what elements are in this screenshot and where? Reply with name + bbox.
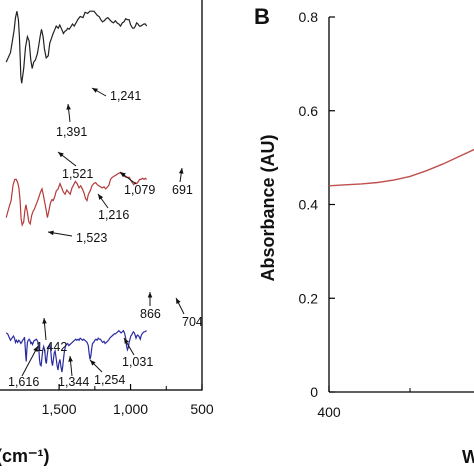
peak-annotation: 1,079 bbox=[124, 183, 155, 197]
annotation-arrowhead bbox=[147, 292, 153, 298]
annotation-arrowhead bbox=[48, 230, 54, 236]
annotation-arrow bbox=[21, 345, 39, 377]
panel-a-x-axis-label: (cm⁻¹) bbox=[0, 446, 50, 466]
peak-annotation: 1,442 bbox=[36, 340, 67, 354]
annotation-arrowhead bbox=[42, 318, 47, 324]
annotation-arrowhead bbox=[120, 172, 126, 178]
peak-annotation: 1,254 bbox=[94, 373, 125, 387]
peak-annotation: 691 bbox=[172, 183, 193, 197]
panel-b-label: B bbox=[254, 4, 270, 29]
b-y-tick-label: 0.8 bbox=[299, 9, 319, 25]
peak-annotation: 1,616 bbox=[8, 375, 39, 389]
annotation-arrowhead bbox=[98, 194, 104, 200]
b-y-tick-label: 0 bbox=[310, 384, 318, 400]
panel-a-ftir: 1,241 1,391 1,521 1,079 691 1,216 1,523 866 704 1… bbox=[0, 0, 214, 466]
a-x-tick-label: 1,000 bbox=[113, 401, 148, 417]
annotation-arrowhead bbox=[90, 360, 96, 366]
b-y-tick-label: 0.4 bbox=[299, 197, 319, 213]
a-x-tick-label: 500 bbox=[190, 401, 214, 417]
peak-annotation: 1,031 bbox=[122, 355, 153, 369]
b-y-tick-label: 0.2 bbox=[299, 290, 319, 306]
peak-annotation: 1,521 bbox=[62, 167, 93, 181]
annotation-arrowhead bbox=[66, 104, 71, 110]
panel-a-plot-frame bbox=[0, 0, 203, 391]
annotation-arrowhead bbox=[176, 298, 181, 304]
annotation-arrowhead bbox=[178, 168, 184, 174]
peak-annotation: 1,523 bbox=[76, 231, 107, 245]
series-line-1 bbox=[5, 10, 148, 84]
absorbance-line bbox=[328, 148, 474, 187]
annotation-arrowhead bbox=[58, 152, 64, 158]
annotation-arrowhead bbox=[33, 346, 38, 352]
peak-annotation: 704 bbox=[182, 315, 203, 329]
annotation-arrowhead bbox=[92, 88, 98, 93]
panel-b-x-axis-label: W bbox=[462, 447, 474, 467]
panel-b-absorbance: B 00.20.40.60.8400500 Absorbance (AU) W bbox=[254, 4, 474, 467]
series-line-2 bbox=[5, 172, 148, 227]
peak-annotation: 1,216 bbox=[98, 208, 129, 222]
peak-annotation: 1,391 bbox=[56, 125, 87, 139]
annotation-arrowhead bbox=[68, 356, 73, 362]
peak-annotation: 866 bbox=[140, 307, 161, 321]
b-y-tick-label: 0.6 bbox=[299, 103, 319, 119]
peak-annotation: 1,241 bbox=[110, 89, 141, 103]
panel-b-y-axis-label: Absorbance (AU) bbox=[258, 134, 278, 281]
b-x-tick-label: 400 bbox=[317, 404, 341, 420]
annotation-arrowhead bbox=[124, 338, 129, 344]
peak-annotation: 1,344 bbox=[58, 375, 89, 389]
a-x-tick-label: 1,500 bbox=[42, 401, 77, 417]
